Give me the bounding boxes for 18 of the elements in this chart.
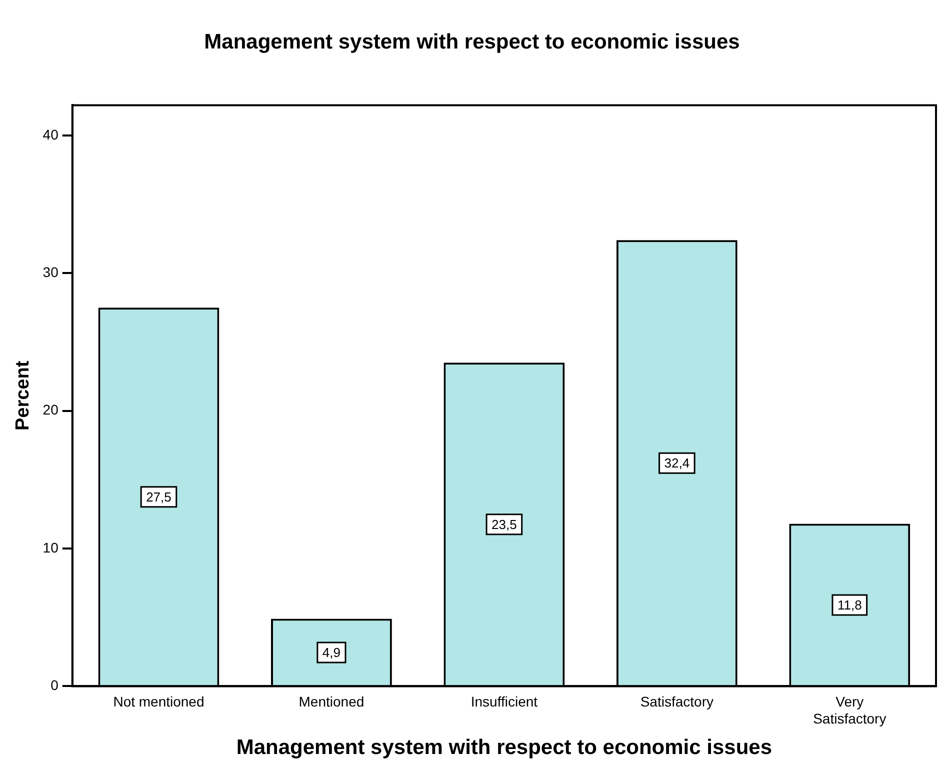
x-tick-label: Mentioned [298,693,364,710]
data-label: 27,5 [146,489,172,504]
data-label: 11,8 [837,598,862,613]
y-tick-label: 30 [42,264,59,280]
y-tick-label: 20 [42,402,59,418]
x-tick-label: Not mentioned [113,693,204,710]
data-label: 23,5 [492,517,517,532]
y-tick-label: 10 [42,539,59,556]
x-tick-label: Very Satisfactory [813,693,886,726]
x-axis-title: Management system with respect to economic issues [236,736,772,760]
chart-title: Management system with respect to economic issues [204,30,740,54]
data-label: 32,4 [664,456,690,471]
x-tick-label: Insufficient [470,693,538,710]
data-label: 4,9 [322,645,340,660]
y-tick-label: 40 [42,126,59,142]
x-tick-label: Satisfactory [640,693,714,710]
y-tick-label: 0 [50,677,59,694]
y-axis-title: Percent [12,360,34,431]
